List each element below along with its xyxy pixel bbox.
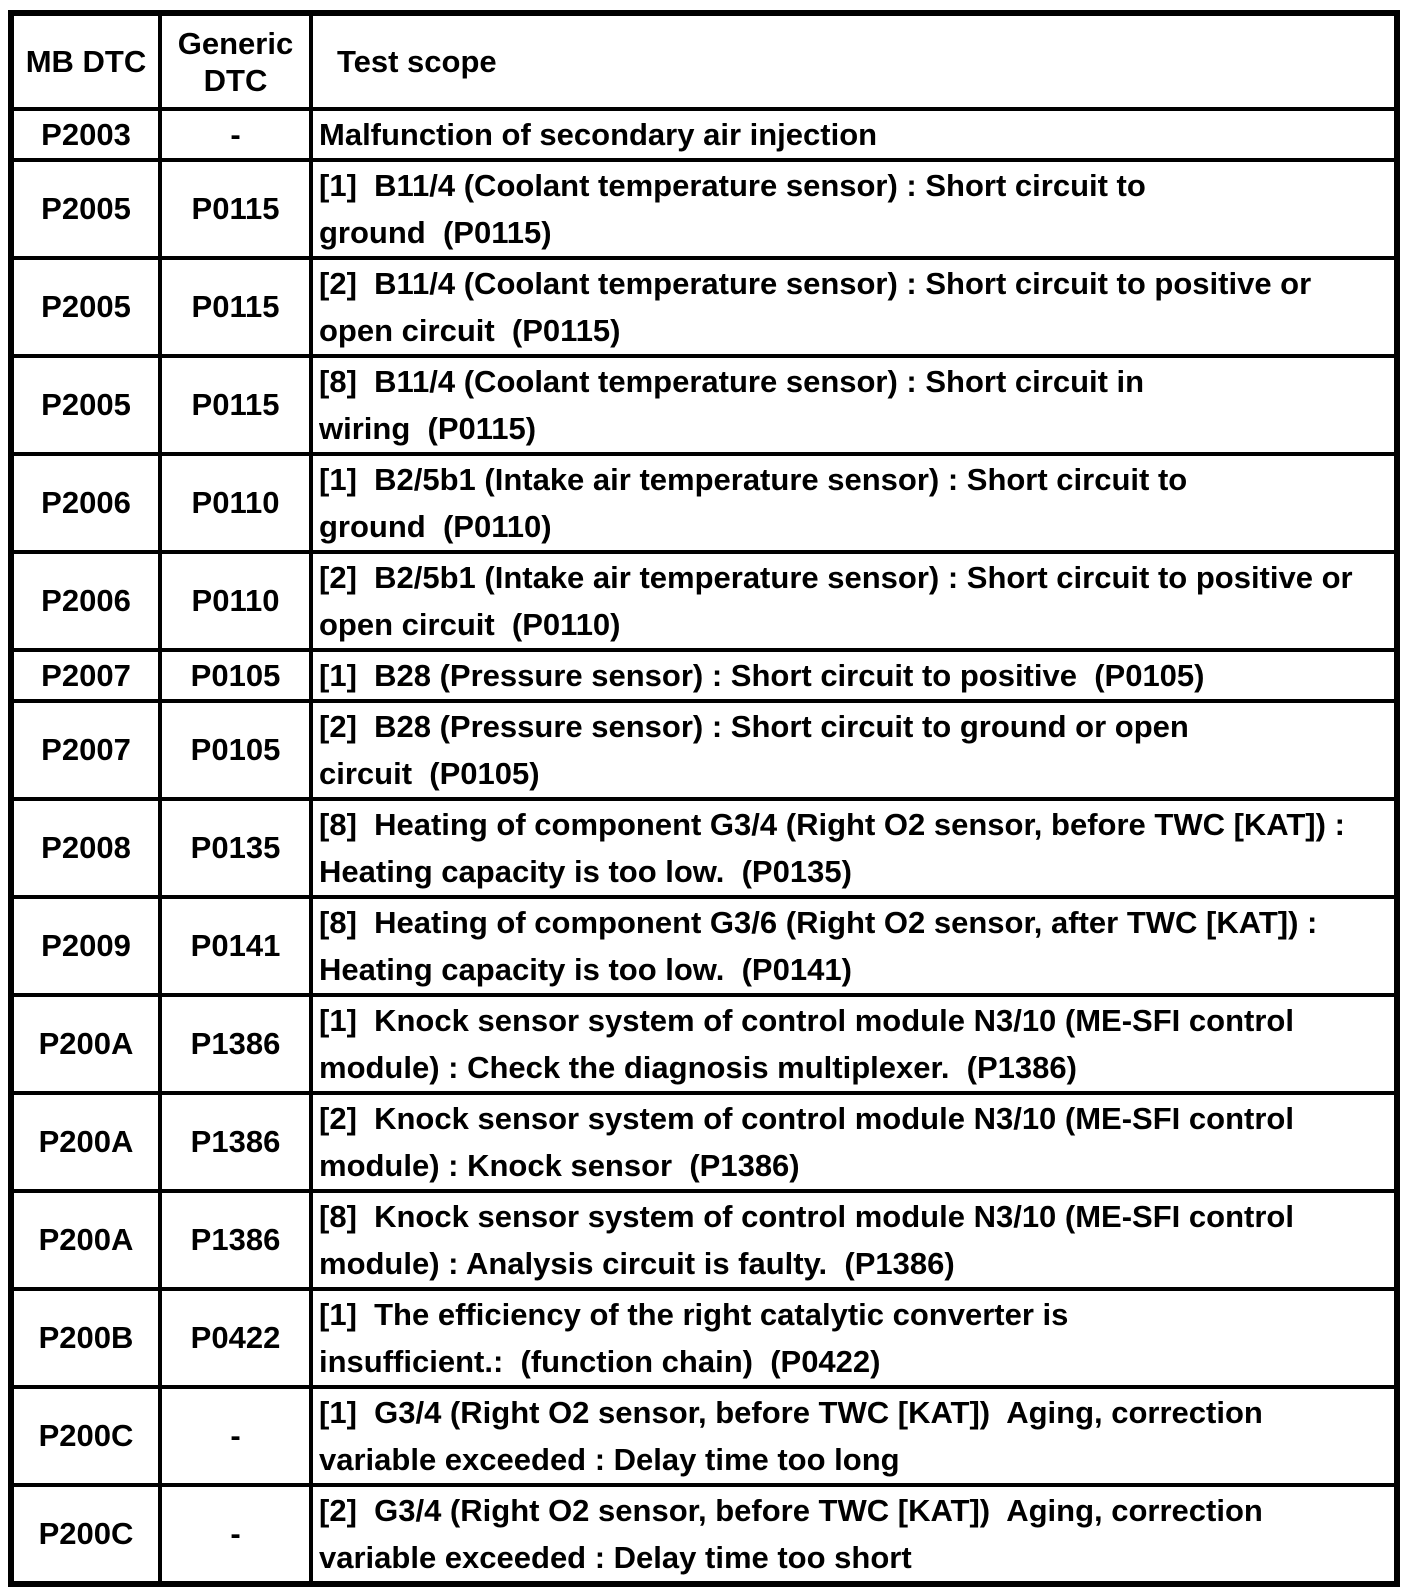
table-row: P2006 P0110 [1] B2/5b1 (Intake air tempera… xyxy=(9,452,1399,554)
mb-dtc-cell: P200C xyxy=(9,1385,162,1487)
mb-dtc-cell: P2003 xyxy=(9,107,162,162)
test-scope-cell: [1] B2/5b1 (Intake air temperature senso… xyxy=(309,452,1399,554)
generic-dtc-cell: P0105 xyxy=(158,699,313,801)
test-scope-cell: [1] Knock sensor system of control modul… xyxy=(309,993,1399,1095)
generic-dtc-cell: P0110 xyxy=(158,452,313,554)
table-row: P200C - [1] G3/4 (Right O2 sensor, before … xyxy=(9,1385,1399,1487)
test-scope-cell: [8] B11/4 (Coolant temperature sensor) :… xyxy=(309,354,1399,456)
header-row: MB DTC Generic DTC Test scope xyxy=(9,11,1399,111)
generic-dtc-cell: P0135 xyxy=(158,797,313,899)
mb-dtc-cell: P2005 xyxy=(9,354,162,456)
test-scope-cell: [1] G3/4 (Right O2 sensor, before TWC [K… xyxy=(309,1385,1399,1487)
table-row: P2007 P0105 [2] B28 (Pressure sensor) : Sh… xyxy=(9,699,1399,801)
generic-dtc-cell: P0115 xyxy=(158,354,313,456)
generic-dtc-cell: - xyxy=(158,107,313,162)
generic-dtc-cell: P1386 xyxy=(158,993,313,1095)
table-row: P200A P1386 [2] Knock sensor system of con… xyxy=(9,1091,1399,1193)
generic-dtc-cell: P0422 xyxy=(158,1287,313,1389)
table-row: P200B P0422 [1] The efficiency of the righ… xyxy=(9,1287,1399,1389)
table-row: P2003- Malfunction of secondary air injec… xyxy=(9,107,1399,162)
col-header-test-scope: Test scope xyxy=(309,11,1399,111)
dtc-table-header: MB DTC Generic DTC Test scope xyxy=(9,11,1399,111)
mb-dtc-cell: P200A xyxy=(9,993,162,1095)
test-scope-cell: [8] Heating of component G3/6 (Right O2 … xyxy=(309,895,1399,997)
mb-dtc-cell: P2007 xyxy=(9,699,162,801)
table-row: P2008 P0135 [8] Heating of component G3/4 … xyxy=(9,797,1399,899)
table-row: P200A P1386 [8] Knock sensor system of con… xyxy=(9,1189,1399,1291)
generic-dtc-cell: P0110 xyxy=(158,550,313,652)
mb-dtc-cell: P200A xyxy=(9,1189,162,1291)
mb-dtc-cell: P200A xyxy=(9,1091,162,1193)
test-scope-cell: [2] B2/5b1 (Intake air temperature senso… xyxy=(309,550,1399,652)
dtc-table: MB DTC Generic DTC Test scope P2003- Malf… xyxy=(8,10,1400,1587)
mb-dtc-cell: P2006 xyxy=(9,452,162,554)
mb-dtc-cell: P2009 xyxy=(9,895,162,997)
table-row: P200C - [2] G3/4 (Right O2 sensor, before … xyxy=(9,1483,1399,1586)
test-scope-cell: [8] Knock sensor system of control modul… xyxy=(309,1189,1399,1291)
mb-dtc-cell: P2007 xyxy=(9,648,162,703)
table-row: P2006 P0110 [2] B2/5b1 (Intake air tempera… xyxy=(9,550,1399,652)
test-scope-cell: [2] G3/4 (Right O2 sensor, before TWC [K… xyxy=(309,1483,1399,1586)
test-scope-cell: [1] B11/4 (Coolant temperature sensor) :… xyxy=(309,158,1399,260)
test-scope-cell: [1] B28 (Pressure sensor) : Short circui… xyxy=(309,648,1399,703)
table-row: P200A P1386 [1] Knock sensor system of con… xyxy=(9,993,1399,1095)
generic-dtc-cell: P0115 xyxy=(158,158,313,260)
mb-dtc-cell: P2008 xyxy=(9,797,162,899)
mb-dtc-cell: P2005 xyxy=(9,256,162,358)
mb-dtc-cell: P200C xyxy=(9,1483,162,1586)
generic-dtc-cell: P1386 xyxy=(158,1091,313,1193)
generic-dtc-cell: - xyxy=(158,1483,313,1586)
test-scope-cell: Malfunction of secondary air injection xyxy=(309,107,1399,162)
test-scope-cell: [8] Heating of component G3/4 (Right O2 … xyxy=(309,797,1399,899)
test-scope-cell: [2] Knock sensor system of control modul… xyxy=(309,1091,1399,1193)
dtc-table-body: P2003- Malfunction of secondary air injec… xyxy=(9,107,1399,1586)
generic-dtc-cell: P0141 xyxy=(158,895,313,997)
generic-dtc-cell: P0115 xyxy=(158,256,313,358)
test-scope-cell: [1] The efficiency of the right catalyti… xyxy=(309,1287,1399,1389)
table-row: P2005 P0115 [1] B11/4 (Coolant temperature… xyxy=(9,158,1399,260)
mb-dtc-cell: P200B xyxy=(9,1287,162,1389)
table-row: P2007 P0105 [1] B28 (Pressure sensor) : Sh… xyxy=(9,648,1399,703)
test-scope-cell: [2] B11/4 (Coolant temperature sensor) :… xyxy=(309,256,1399,358)
mb-dtc-cell: P2005 xyxy=(9,158,162,260)
table-row: P2005 P0115 [2] B11/4 (Coolant temperature… xyxy=(9,256,1399,358)
test-scope-cell: [2] B28 (Pressure sensor) : Short circui… xyxy=(309,699,1399,801)
col-header-mb-dtc: MB DTC xyxy=(9,11,162,111)
generic-dtc-cell: - xyxy=(158,1385,313,1487)
generic-dtc-cell: P1386 xyxy=(158,1189,313,1291)
mb-dtc-cell: P2006 xyxy=(9,550,162,652)
generic-dtc-cell: P0105 xyxy=(158,648,313,703)
col-header-generic-dtc: Generic DTC xyxy=(158,11,313,111)
table-row: P2005 P0115 [8] B11/4 (Coolant temperature… xyxy=(9,354,1399,456)
table-row: P2009 P0141 [8] Heating of component G3/6 … xyxy=(9,895,1399,997)
